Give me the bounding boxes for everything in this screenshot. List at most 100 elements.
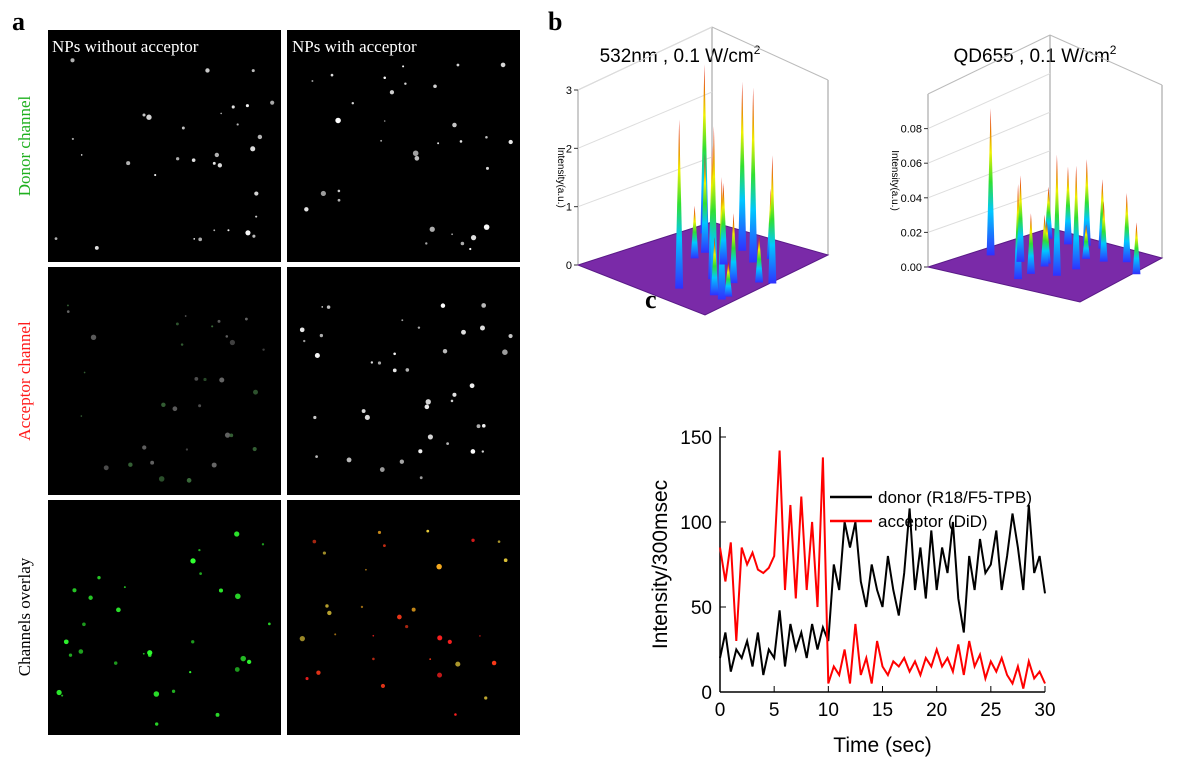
peak <box>724 261 733 297</box>
panel-label: b <box>548 7 562 36</box>
peak <box>675 119 684 289</box>
spot <box>305 677 309 681</box>
spot <box>334 633 337 636</box>
spot <box>190 558 196 564</box>
spot <box>83 371 86 374</box>
peak <box>1132 222 1141 275</box>
spot <box>481 303 487 308</box>
spot <box>383 120 386 122</box>
spot <box>479 325 485 331</box>
spot <box>172 406 178 412</box>
spot <box>150 460 155 465</box>
spot <box>235 593 241 600</box>
spot <box>116 607 121 613</box>
z-tick-label: 0.00 <box>901 262 922 274</box>
spot <box>383 76 386 79</box>
z-tick-label: 0 <box>566 260 572 272</box>
spot <box>229 339 235 346</box>
spot <box>245 230 251 236</box>
spot <box>497 540 501 543</box>
spot <box>377 361 382 365</box>
spot <box>321 306 324 308</box>
spot <box>193 238 196 240</box>
spot <box>158 476 165 482</box>
peak <box>1122 193 1131 263</box>
spot <box>253 389 258 395</box>
spot <box>203 377 207 382</box>
spot <box>417 326 421 329</box>
spot <box>246 659 252 665</box>
spot <box>142 113 146 117</box>
spot <box>68 653 73 657</box>
spot <box>191 640 195 644</box>
spot <box>484 696 488 700</box>
spot <box>405 625 409 629</box>
x-tick-label: 15 <box>872 700 893 721</box>
spot <box>470 449 476 454</box>
chart-title: QD655 , 0.1 W/cm2 <box>954 43 1117 67</box>
spot <box>365 568 367 571</box>
micrograph <box>48 500 281 735</box>
spot <box>224 432 231 438</box>
y-axis-label: Intensity/300msec <box>649 480 672 649</box>
x-tick-label: 20 <box>926 700 947 721</box>
spot <box>335 117 341 124</box>
spot <box>319 333 324 338</box>
grid-line <box>577 26 713 91</box>
spot <box>299 327 305 333</box>
peak <box>738 81 747 251</box>
spot <box>372 657 375 661</box>
spot <box>128 462 133 467</box>
spot <box>404 82 407 85</box>
spot <box>418 449 423 454</box>
spot <box>437 672 443 678</box>
spot <box>485 136 488 139</box>
spot <box>80 154 83 156</box>
spot <box>56 689 62 696</box>
spot <box>414 155 420 161</box>
spot <box>66 310 70 313</box>
peak <box>986 108 995 256</box>
spot <box>94 246 99 250</box>
spot <box>88 595 93 600</box>
spot <box>392 368 397 373</box>
peak <box>1099 201 1108 262</box>
micrograph <box>287 267 520 495</box>
spot <box>451 233 453 236</box>
micrograph <box>287 500 520 735</box>
spot <box>252 446 257 452</box>
spot <box>364 414 370 421</box>
spot <box>215 712 220 717</box>
spot <box>436 563 442 570</box>
spot <box>186 478 192 483</box>
spot <box>476 424 481 429</box>
spot <box>450 399 454 403</box>
column-title: NPs without acceptor <box>52 37 199 56</box>
title-sup: 2 <box>1110 43 1117 57</box>
spot <box>245 104 249 108</box>
spot <box>252 234 256 238</box>
spot <box>470 234 477 241</box>
spot <box>503 558 508 563</box>
spot <box>315 455 318 458</box>
spot <box>225 335 229 338</box>
spot <box>194 377 199 381</box>
series-line <box>719 504 1046 676</box>
y-tick-label: 150 <box>680 428 712 449</box>
spot <box>255 215 258 218</box>
spot <box>184 315 187 317</box>
spot <box>471 538 475 542</box>
spot <box>82 622 86 627</box>
x-tick-label: 30 <box>1034 700 1055 721</box>
peak <box>719 182 728 265</box>
peak <box>1082 159 1091 246</box>
peak <box>1082 224 1091 259</box>
spot <box>370 361 374 364</box>
spot <box>429 226 435 232</box>
spot <box>240 655 246 662</box>
spot <box>154 173 157 177</box>
spot <box>199 572 202 575</box>
spot <box>485 166 489 170</box>
spot <box>214 152 220 158</box>
grid-line <box>927 73 1051 130</box>
